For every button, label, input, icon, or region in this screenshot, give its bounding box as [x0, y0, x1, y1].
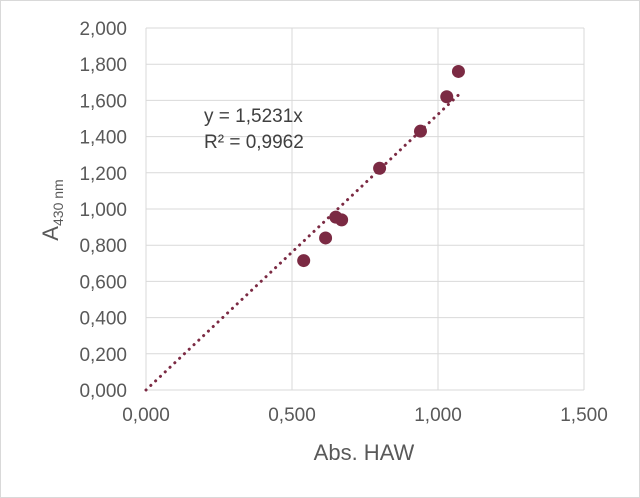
- x-tick-label: 1,500: [560, 405, 608, 426]
- y-axis-title-subscript: 430 nm: [50, 179, 66, 226]
- x-axis-title: Abs. HAW: [314, 440, 415, 465]
- gridlines: [145, 27, 585, 391]
- x-tick-label: 0,500: [268, 405, 316, 426]
- y-tick-label: 1,200: [79, 164, 127, 185]
- y-tick-label: 0,000: [79, 381, 127, 402]
- trendline: [144, 93, 460, 392]
- y-tick-label: 1,000: [79, 200, 127, 221]
- r-squared-label: R² = 0,9962: [204, 132, 304, 153]
- y-tick-label: 0,800: [79, 236, 127, 257]
- x-tick-label: 0,000: [122, 405, 170, 426]
- data-point: [373, 161, 387, 175]
- y-tick-label: 2,000: [79, 19, 127, 40]
- y-axis-title: A430 nm: [38, 179, 66, 240]
- y-tick-label: 0,200: [79, 345, 127, 366]
- data-point: [451, 64, 465, 78]
- trendline-equation: y = 1,5231x: [204, 106, 303, 127]
- x-tick-labels: 0,000 0,500 1,000 1,500: [122, 405, 608, 426]
- y-tick-label: 0,400: [79, 309, 127, 330]
- data-point: [413, 124, 427, 138]
- data-point: [297, 254, 311, 268]
- y-tick-label: 1,400: [79, 128, 127, 149]
- y-tick-label: 1,600: [79, 91, 127, 112]
- y-tick-labels: 0,000 0,200 0,400 0,600 0,800 1,000 1,200 1,400…: [79, 19, 127, 402]
- data-points: [297, 64, 465, 268]
- data-point: [440, 90, 454, 104]
- y-tick-label: 1,800: [79, 55, 127, 76]
- data-point: [319, 231, 333, 245]
- data-point: [335, 213, 349, 227]
- y-axis-title-main: A: [38, 226, 63, 241]
- x-tick-label: 1,000: [414, 405, 462, 426]
- y-tick-label: 0,600: [79, 272, 127, 293]
- trendline-group: [144, 93, 460, 392]
